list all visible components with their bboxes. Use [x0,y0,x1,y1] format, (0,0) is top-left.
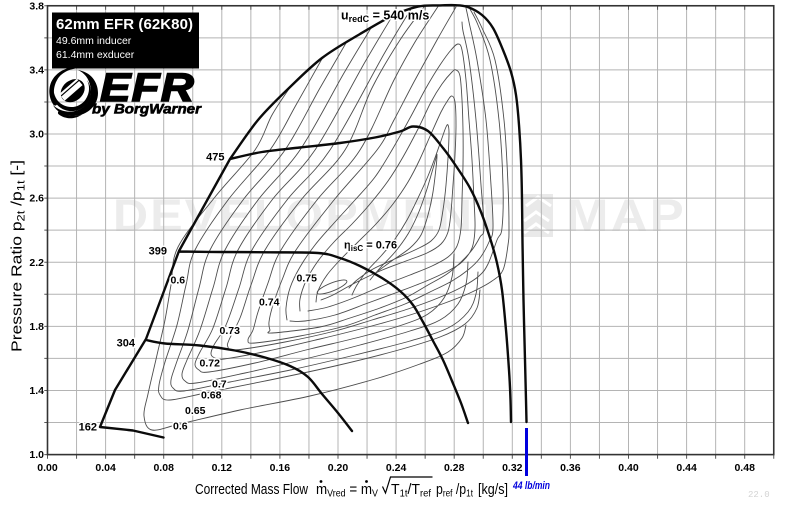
svg-text:1.4: 1.4 [29,385,44,397]
svg-text:0.44: 0.44 [676,462,697,474]
svg-text:61.4mm exducer: 61.4mm exducer [56,49,135,61]
svg-text:0.48: 0.48 [734,462,755,474]
svg-text:0.7: 0.7 [212,379,227,391]
svg-text:0.12: 0.12 [212,462,233,474]
svg-text:62mm EFR (62K80): 62mm EFR (62K80) [56,16,193,33]
svg-text:22.0: 22.0 [748,490,770,500]
svg-text:0.04: 0.04 [95,462,116,474]
svg-text:mVred = mV: mVred = mV [316,481,378,500]
svg-text:1.8: 1.8 [29,321,44,333]
svg-text:1.0: 1.0 [29,449,44,461]
svg-text:0.75: 0.75 [297,273,318,285]
svg-text:0.28: 0.28 [444,462,465,474]
svg-text:0.32: 0.32 [502,462,523,474]
svg-text:0.74: 0.74 [259,297,280,309]
svg-text:Corrected Mass Flow: Corrected Mass Flow [195,481,308,498]
svg-text:162: 162 [79,422,97,434]
svg-text:Pressure Ratio p2t /p1t [-]: Pressure Ratio p2t /p1t [-] [9,160,28,352]
svg-text:399: 399 [149,246,167,258]
svg-text:0.72: 0.72 [200,358,221,370]
svg-text:EFR: EFR [100,66,195,110]
svg-text:3.8: 3.8 [29,0,44,12]
svg-text:2.6: 2.6 [29,193,44,205]
svg-text:0.20: 0.20 [328,462,349,474]
svg-text:44 lb/min: 44 lb/min [512,480,550,492]
svg-text:0.36: 0.36 [560,462,581,474]
svg-text:0.16: 0.16 [270,462,291,474]
svg-text:0.6: 0.6 [173,421,188,433]
svg-text:0.40: 0.40 [618,462,639,474]
svg-text:0.68: 0.68 [201,390,222,402]
svg-text:0.00: 0.00 [37,462,58,474]
svg-text:49.6mm inducer: 49.6mm inducer [56,35,132,47]
svg-text:2.2: 2.2 [29,257,44,269]
svg-text:475: 475 [206,152,224,164]
svg-text:3.4: 3.4 [29,64,44,76]
svg-text:3.0: 3.0 [29,129,44,141]
svg-text:0.73: 0.73 [220,325,241,337]
svg-text:0.65: 0.65 [185,405,206,417]
svg-text:[kg/s]: [kg/s] [478,481,508,498]
svg-text:0.24: 0.24 [386,462,407,474]
svg-text:304: 304 [117,338,136,350]
svg-text:0.6: 0.6 [171,275,186,287]
svg-text:0.08: 0.08 [153,462,174,474]
svg-text:by BorgWarner: by BorgWarner [92,102,202,117]
